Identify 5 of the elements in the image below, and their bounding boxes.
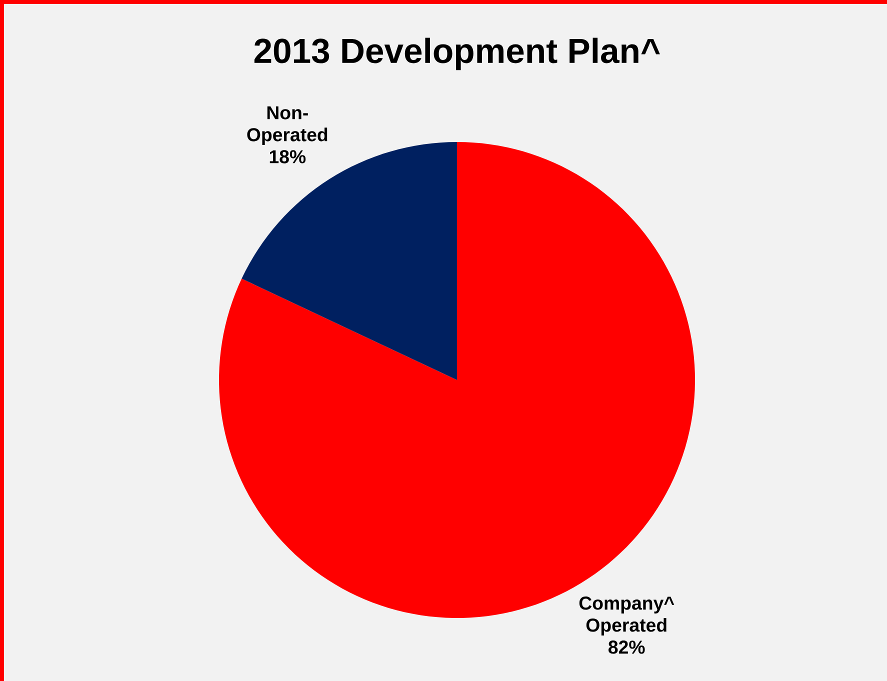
chart-title: 2013 Development Plan^	[254, 38, 660, 70]
data-label: 18%	[270, 150, 306, 164]
slice-label: Non-Operated	[247, 106, 328, 146]
data-label: 82%	[608, 640, 645, 654]
slice-label: Company^ Operated	[579, 596, 674, 636]
